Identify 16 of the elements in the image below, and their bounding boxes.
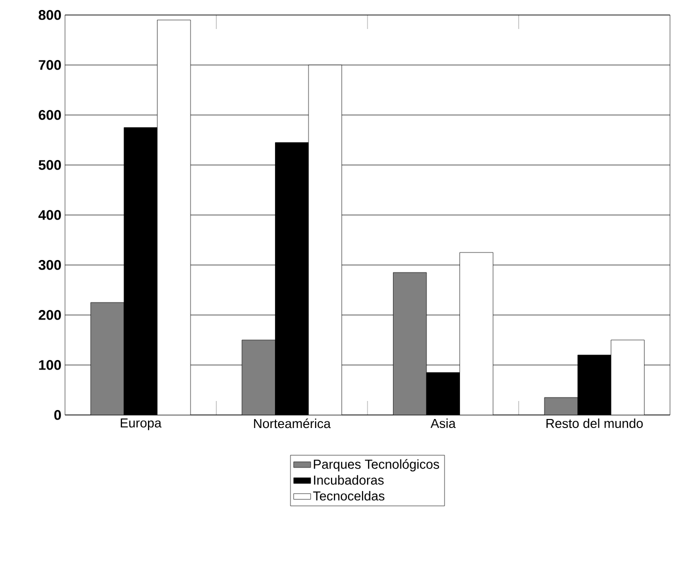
y-tick-label: 100 [39, 360, 61, 370]
y-tick-label: 600 [38, 110, 61, 120]
y-tick-label: 500 [38, 160, 61, 170]
legend-label: Parques Tecnológicos [314, 459, 440, 472]
x-tick-label: Europa [120, 418, 162, 430]
legend-label: Incubadoras [314, 475, 384, 485]
y-tick-label: 200 [38, 310, 61, 320]
legend-label: Tecnoceldas [313, 491, 384, 501]
x-tick-label: Resto del mundo [546, 418, 643, 428]
y-tick-label: 300 [38, 260, 61, 270]
y-tick-label: 400 [38, 210, 61, 220]
y-tick-label: 700 [38, 60, 61, 70]
x-tick-label: Norteamérica [254, 418, 331, 428]
y-tick-label: 800 [38, 10, 61, 20]
x-tick-label: Asia [430, 418, 456, 428]
y-tick-label: 0 [54, 410, 61, 420]
